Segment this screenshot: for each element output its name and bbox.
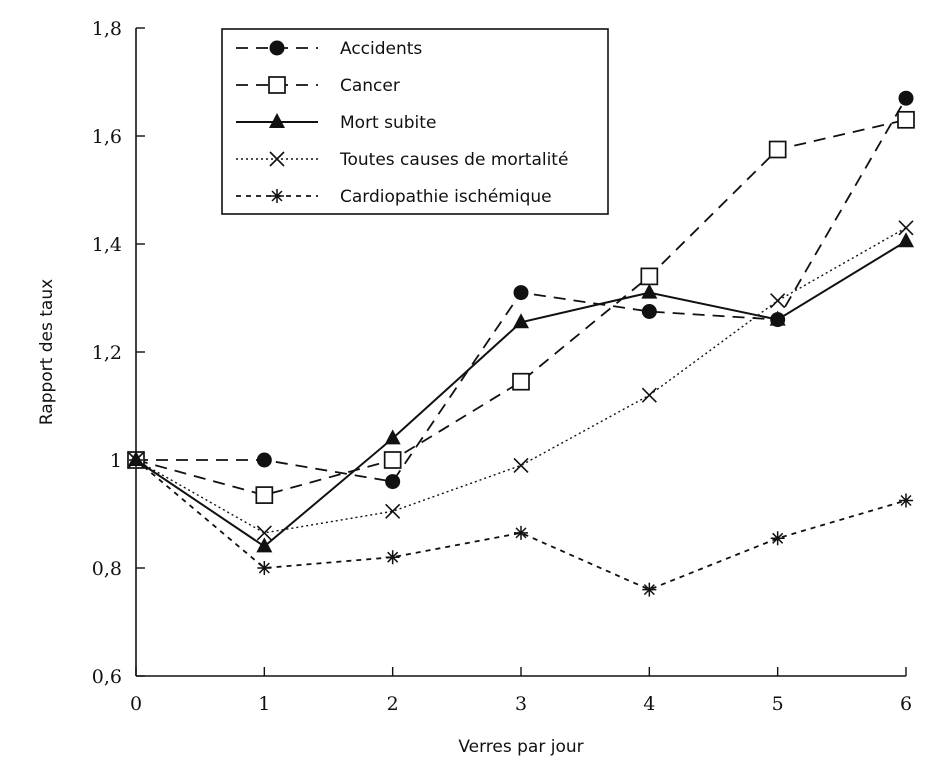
data-point [899, 493, 913, 508]
series-mort-subite [128, 232, 914, 553]
series-toutes-causes-de-mortalit- [128, 220, 914, 541]
data-point [257, 561, 272, 575]
legend-label: Accidents [340, 39, 422, 59]
data-point [898, 232, 914, 248]
data-point [383, 451, 402, 469]
data-point [385, 474, 401, 490]
data-point [256, 525, 272, 541]
data-point [642, 582, 657, 597]
legend-marker [269, 40, 285, 56]
legend-label: Mort subite [340, 113, 436, 133]
x-tick-label: 2 [387, 693, 399, 715]
data-point [768, 140, 787, 159]
x-axis-title: Verres par jour [458, 737, 583, 757]
data-point [641, 283, 658, 299]
series-cancer [127, 110, 915, 504]
data-point [769, 310, 786, 326]
data-point [641, 304, 657, 319]
data-point [256, 537, 273, 553]
legend-item: Accidents [236, 39, 422, 59]
data-point [385, 550, 400, 565]
data-point [255, 486, 274, 504]
data-point [129, 453, 143, 467]
x-tick-label: 0 [130, 693, 142, 715]
legend-item: Toutes causes de mortalité [236, 150, 568, 170]
data-point [513, 313, 529, 329]
x-tick-label: 5 [772, 693, 784, 715]
data-point [897, 110, 915, 129]
legend-label: Cardiopathie ischémique [340, 187, 552, 207]
series-line [135, 459, 907, 591]
y-tick-label: 1,4 [92, 234, 122, 256]
legend-item: Cancer [236, 76, 400, 96]
y-tick-label: 1,6 [92, 126, 122, 148]
series-layer [127, 90, 915, 597]
legend-label: Toutes causes de mortalité [339, 150, 568, 170]
data-point [640, 267, 659, 286]
x-tick-label: 3 [515, 693, 527, 715]
legend-item: Mort subite [236, 113, 436, 133]
y-tick-label: 1,2 [92, 342, 122, 364]
data-point [514, 525, 528, 540]
y-tick-label: 1,8 [92, 18, 122, 40]
legend-item: Cardiopathie ischémique [236, 187, 552, 207]
data-point [898, 220, 914, 236]
legend: Accidents Cancer Mort subite Toutes causes … [221, 28, 609, 215]
legend-marker [269, 113, 285, 128]
data-point [770, 531, 785, 546]
x-tick-label: 6 [900, 693, 912, 715]
data-point [384, 429, 401, 445]
legend-marker [268, 76, 286, 94]
series-cardiopathie-isch-mique [129, 453, 913, 597]
legend-marker [270, 189, 284, 203]
data-point [641, 387, 657, 403]
y-tick-label: 0,8 [92, 558, 122, 580]
data-point [513, 457, 529, 473]
legend-label: Cancer [340, 76, 400, 96]
data-point [256, 452, 272, 468]
data-point [770, 293, 786, 309]
x-tick-label: 4 [643, 693, 655, 715]
axes: 0,6 0,8 1 1,2 1,4 1,6 1,8 0 1 2 3 4 5 6 [92, 18, 912, 715]
y-tick-label: 1 [110, 450, 122, 472]
data-point [385, 503, 401, 519]
legend-marker [269, 151, 285, 167]
data-point [512, 372, 530, 391]
y-tick-label: 0,6 [92, 666, 122, 688]
data-point [898, 90, 914, 106]
y-axis-title: Rapport des taux [37, 279, 57, 425]
data-point [513, 285, 529, 301]
x-tick-label: 1 [258, 693, 270, 715]
